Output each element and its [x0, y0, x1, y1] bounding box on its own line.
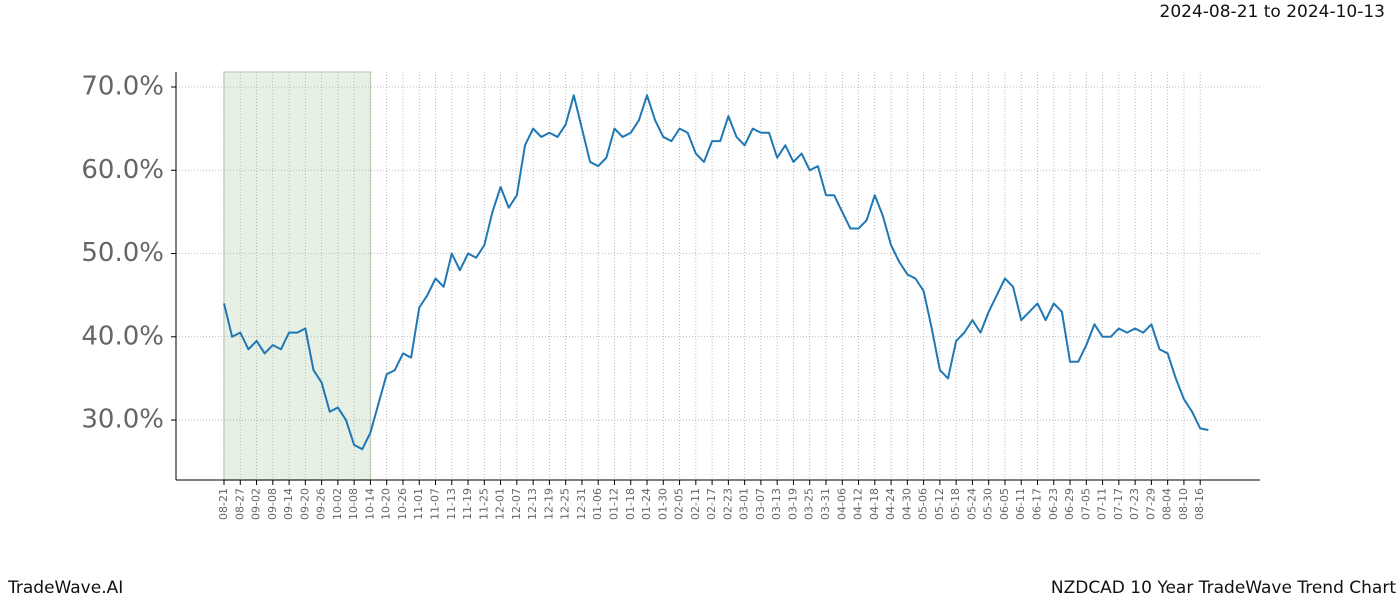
x-tick-label: 10-20: [380, 488, 393, 520]
x-tick-label: 06-17: [1031, 488, 1044, 520]
date-range: 2024-08-21 to 2024-10-13: [1160, 2, 1385, 22]
x-tick-label: 06-23: [1047, 488, 1060, 520]
x-tick-label: 12-07: [510, 488, 523, 520]
x-tick-label: 12-31: [575, 488, 588, 520]
x-tick-label: 05-18: [949, 488, 962, 520]
chart-title: NZDCAD 10 Year TradeWave Trend Chart: [1051, 578, 1396, 598]
highlight-range: [223, 71, 372, 481]
x-tick-label: 07-29: [1144, 488, 1157, 520]
x-tick-label: 09-08: [266, 488, 279, 520]
x-tick-label: 02-17: [705, 488, 718, 520]
x-tick-label: 12-13: [526, 488, 539, 520]
x-tick-label: 12-25: [559, 488, 572, 520]
x-tick-label: 12-19: [542, 488, 555, 520]
x-tick-label: 07-05: [1079, 488, 1092, 520]
x-tick-label: 01-18: [624, 488, 637, 520]
x-tick-label: 04-06: [835, 488, 848, 520]
x-tick-label: 09-20: [298, 488, 311, 520]
y-tick-label: 40.0%: [81, 321, 164, 351]
x-tick-label: 12-01: [494, 488, 507, 520]
x-tick-label: 05-30: [982, 488, 995, 520]
x-tick-label: 01-24: [640, 488, 653, 520]
x-tick-label: 10-08: [347, 488, 360, 520]
x-tick-label: 11-13: [445, 488, 458, 520]
x-tick-label: 10-14: [363, 488, 376, 520]
x-tick-label: 11-19: [461, 488, 474, 520]
x-tick-label: 04-30: [900, 488, 913, 520]
x-tick-label: 01-06: [591, 488, 604, 520]
x-tick-label: 03-19: [786, 488, 799, 520]
x-tick-label: 10-02: [331, 488, 344, 520]
x-tick-label: 09-26: [315, 488, 328, 520]
x-tick-label: 10-26: [396, 488, 409, 520]
x-tick-label: 05-06: [917, 488, 930, 520]
x-tick-label: 06-29: [1063, 488, 1076, 520]
x-tick-label: 02-05: [673, 488, 686, 520]
x-tick-label: 08-27: [233, 488, 246, 520]
x-tick-label: 02-11: [689, 488, 702, 520]
x-tick-label: 07-23: [1128, 488, 1141, 520]
x-tick-label: 08-04: [1161, 488, 1174, 520]
x-tick-label: 09-14: [282, 488, 295, 520]
x-tick-label: 01-30: [656, 488, 669, 520]
x-tick-label: 04-24: [884, 488, 897, 520]
x-tick-label: 07-17: [1112, 488, 1125, 520]
x-tick-label: 03-01: [738, 488, 751, 520]
x-tick-label: 09-02: [250, 488, 263, 520]
x-tick-label: 03-07: [754, 488, 767, 520]
y-tick-label: 70.0%: [81, 71, 164, 101]
brand: TradeWave.AI: [7, 578, 123, 598]
x-tick-label: 11-01: [412, 488, 425, 520]
x-tick-label: 07-11: [1096, 488, 1109, 520]
x-tick-label: 06-05: [998, 488, 1011, 520]
x-tick-label: 06-11: [1014, 488, 1027, 520]
x-tick-label: 11-25: [477, 488, 490, 520]
y-tick-label: 30.0%: [81, 405, 164, 435]
x-tick-label: 01-12: [607, 488, 620, 520]
x-tick-label: 04-12: [852, 488, 865, 520]
x-tick-label: 03-13: [770, 488, 783, 520]
x-tick-label: 08-21: [217, 488, 230, 520]
x-tick-label: 08-10: [1177, 488, 1190, 520]
x-tick-label: 05-12: [933, 488, 946, 520]
x-tick-label: 11-07: [429, 488, 442, 520]
y-tick-label: 50.0%: [81, 238, 164, 268]
x-tick-label: 04-18: [868, 488, 881, 520]
y-tick-label: 60.0%: [81, 155, 164, 185]
x-tick-label: 03-25: [803, 488, 816, 520]
trend-line: [223, 94, 1209, 451]
x-tick-label: 03-31: [819, 488, 832, 520]
x-tick-label: 02-23: [721, 488, 734, 520]
x-tick-label: 08-16: [1193, 488, 1206, 520]
x-tick-label: 05-24: [965, 488, 978, 520]
